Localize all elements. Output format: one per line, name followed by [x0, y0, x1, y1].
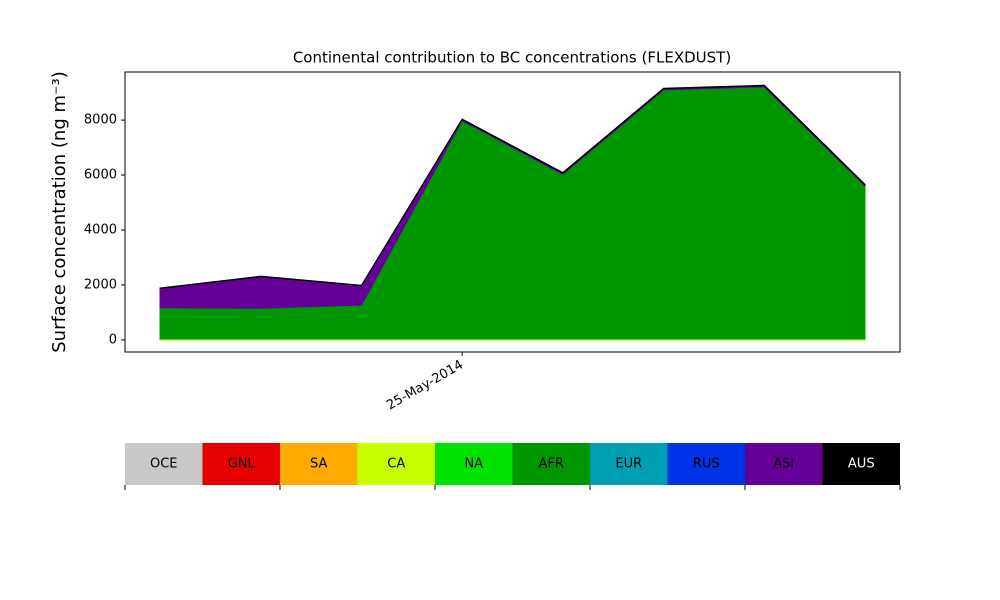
legend-swatch — [667, 443, 745, 485]
legend-label: ASI — [773, 457, 794, 472]
legend-swatch — [435, 443, 513, 485]
plot-area — [159, 84, 866, 341]
legend-label: AFR — [539, 457, 564, 472]
legend-label: GNL — [228, 457, 256, 472]
y-axis-label: Surface concentration (ng m⁻³) — [49, 71, 70, 353]
legend-label: OCE — [150, 457, 178, 472]
legend-swatch — [202, 443, 280, 485]
legend-swatch — [357, 443, 435, 485]
legend: OCE GNL SA CA NA AFR EUR RUS ASI AUS — [124, 443, 901, 490]
chart-title: Continental contribution to BC concentra… — [293, 49, 731, 67]
legend-label: NA — [464, 457, 483, 472]
legend-label: SA — [310, 457, 327, 472]
legend-label: CA — [387, 457, 405, 472]
y-tick-label: 0 — [109, 332, 117, 347]
y-tick-label: 6000 — [84, 168, 117, 183]
area — [159, 84, 866, 290]
legend-swatch — [125, 443, 203, 485]
legend-swatch — [512, 443, 590, 485]
legend-swatch — [822, 443, 900, 485]
legend-label: RUS — [693, 457, 720, 472]
legend-swatch — [745, 443, 823, 485]
y-tick-label: 2000 — [84, 277, 117, 292]
plot-frame — [124, 71, 901, 353]
legend-swatch — [280, 443, 358, 485]
legend-swatch — [590, 443, 668, 485]
legend-label: EUR — [615, 457, 642, 472]
y-tick-label: 4000 — [84, 222, 117, 237]
legend-label: AUS — [848, 457, 875, 472]
y-tick-label: 8000 — [84, 113, 117, 128]
